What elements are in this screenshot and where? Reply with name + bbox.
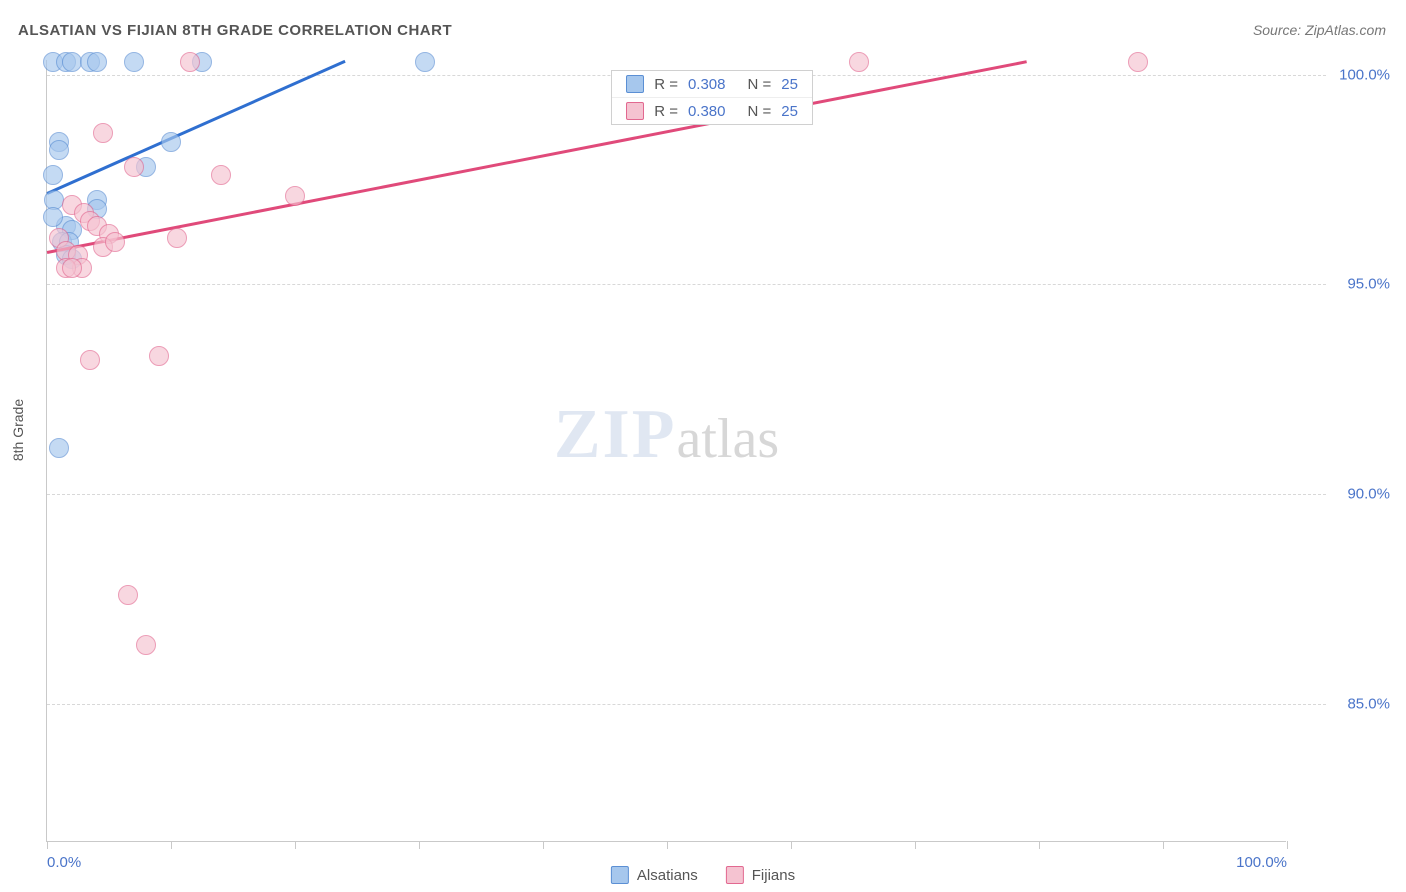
x-tick-label: 100.0%: [1236, 854, 1287, 871]
watermark-zip: ZIP: [554, 396, 677, 473]
data-point: [180, 52, 200, 72]
x-tick: [915, 841, 916, 849]
x-tick: [1163, 841, 1164, 849]
x-tick: [295, 841, 296, 849]
data-point: [43, 165, 63, 185]
gridline-horizontal: [47, 284, 1326, 285]
n-label: N =: [748, 76, 772, 93]
n-label: N =: [748, 103, 772, 120]
gridline-horizontal: [47, 494, 1326, 495]
data-point: [124, 157, 144, 177]
plot-area: ZIPatlas 0.0%100.0%R =0.308N =25R =0.380…: [46, 60, 1286, 842]
y-axis-label: 8th Grade: [10, 399, 26, 461]
x-tick: [667, 841, 668, 849]
data-point: [105, 232, 125, 252]
correlation-row: R = 0.380 N = 25: [612, 97, 812, 124]
data-point: [285, 186, 305, 206]
data-point: [1128, 52, 1148, 72]
y-tick-label: 90.0%: [1347, 485, 1390, 502]
data-point: [211, 165, 231, 185]
data-point: [149, 346, 169, 366]
x-tick: [419, 841, 420, 849]
y-tick-label: 100.0%: [1339, 66, 1390, 83]
data-point: [93, 123, 113, 143]
x-tick: [47, 841, 48, 849]
data-point: [124, 52, 144, 72]
data-point: [415, 52, 435, 72]
gridline-horizontal: [47, 704, 1326, 705]
trend-line: [47, 60, 1027, 253]
x-tick: [171, 841, 172, 849]
legend-swatch: [726, 866, 744, 884]
correlation-legend: R = 0.308 N = 25 R = 0.380 N = 25: [611, 70, 813, 125]
y-tick-label: 85.0%: [1347, 695, 1390, 712]
n-value: 25: [781, 76, 798, 93]
x-tick: [1039, 841, 1040, 849]
y-tick-label: 95.0%: [1347, 276, 1390, 293]
legend-label: Fijians: [752, 867, 795, 884]
data-point: [49, 140, 69, 160]
legend-swatch: [626, 102, 644, 120]
legend-item: Alsatians: [611, 866, 698, 884]
x-tick: [543, 841, 544, 849]
r-label: R =: [654, 76, 678, 93]
r-label: R =: [654, 103, 678, 120]
source-attribution: Source: ZipAtlas.com: [1253, 22, 1386, 38]
x-tick: [791, 841, 792, 849]
data-point: [62, 52, 82, 72]
data-point: [62, 258, 82, 278]
data-point: [161, 132, 181, 152]
trend-line: [46, 60, 345, 194]
r-value: 0.308: [688, 76, 726, 93]
legend-swatch: [611, 866, 629, 884]
data-point: [118, 585, 138, 605]
watermark-atlas: atlas: [677, 408, 780, 470]
x-tick-label: 0.0%: [47, 854, 81, 871]
chart-title: ALSATIAN VS FIJIAN 8TH GRADE CORRELATION…: [18, 22, 452, 39]
data-point: [49, 438, 69, 458]
correlation-row: R = 0.308 N = 25: [612, 71, 812, 97]
r-value: 0.380: [688, 103, 726, 120]
legend-swatch: [626, 75, 644, 93]
watermark: ZIPatlas: [554, 395, 779, 475]
data-point: [849, 52, 869, 72]
n-value: 25: [781, 103, 798, 120]
data-point: [136, 635, 156, 655]
x-tick: [1287, 841, 1288, 849]
data-point: [87, 52, 107, 72]
legend-item: Fijians: [726, 866, 795, 884]
data-point: [167, 228, 187, 248]
data-point: [80, 350, 100, 370]
legend-label: Alsatians: [637, 867, 698, 884]
data-point: [43, 207, 63, 227]
series-legend: Alsatians Fijians: [611, 866, 795, 884]
